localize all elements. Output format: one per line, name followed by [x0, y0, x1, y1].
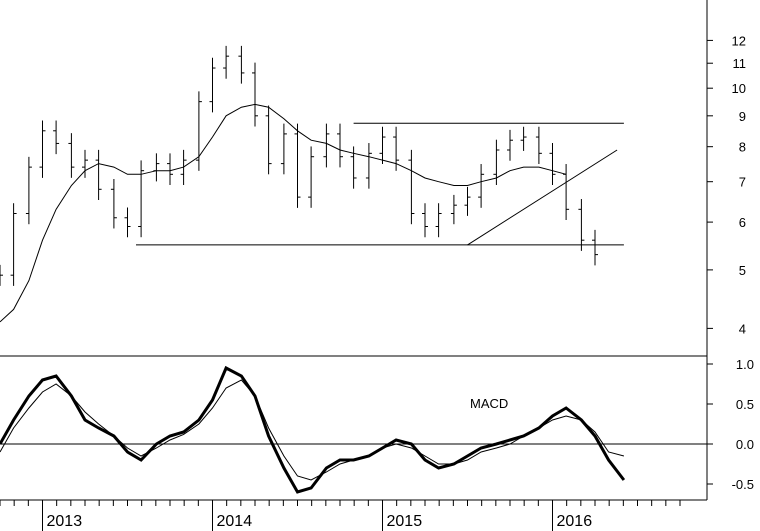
price-bar: [422, 203, 428, 238]
macd-y-tick-label: -0.5: [732, 477, 754, 492]
year-label: 2016: [557, 513, 593, 530]
price-bar: [95, 149, 102, 200]
macd-y-tick-label: 1.0: [736, 357, 754, 372]
price-y-tick-label: 9: [739, 109, 746, 124]
price-y-tick-label: 4: [739, 321, 746, 336]
macd-y-tick-label: 0.5: [736, 397, 754, 412]
price-y-tick-label: 5: [739, 263, 746, 278]
price-y-tick-label: 6: [739, 215, 746, 230]
price-bar: [167, 153, 173, 186]
price-bar: [520, 126, 527, 151]
price-bar: [337, 123, 343, 168]
price-y-tick-label: 7: [739, 175, 746, 190]
price-bar: [110, 179, 117, 229]
x-axis: 2013 2014 2015 2016: [0, 500, 681, 531]
price-bar: [294, 123, 301, 208]
price-bar: [478, 164, 485, 208]
price-bars: [0, 45, 598, 286]
macd-y-tick-label: 0.0: [736, 437, 754, 452]
price-bar: [535, 126, 542, 165]
price-bar: [379, 126, 386, 165]
price-moving-average-line: [0, 103, 567, 323]
price-bar: [464, 186, 471, 216]
macd-title: MACD: [470, 396, 508, 411]
price-bar: [578, 199, 585, 251]
year-label: 2015: [387, 513, 423, 530]
price-y-tick-label: 8: [739, 140, 746, 155]
macd-panel: -0.5 0.0 0.5 1.0 MACD: [0, 357, 754, 494]
price-bar: [124, 207, 131, 238]
price-y-axis: 4 5 6 7 8 9 10 11 12: [707, 33, 746, 336]
price-bar: [153, 153, 160, 182]
price-bar: [223, 45, 230, 79]
price-bar: [39, 120, 46, 178]
macd-y-axis: -0.5 0.0 0.5 1.0: [707, 357, 754, 492]
price-bar: [209, 57, 216, 113]
price-bar: [82, 149, 88, 178]
price-bar: [265, 105, 272, 175]
trendline-rising: [467, 149, 618, 246]
price-bar: [507, 129, 513, 161]
price-y-tick-label: 12: [732, 33, 746, 48]
year-label: 2014: [217, 513, 253, 530]
price-bar: [238, 45, 245, 84]
price-bar: [563, 164, 570, 221]
price-panel: 4 5 6 7 8 9 10 11 12: [0, 33, 746, 336]
macd-line: [0, 365, 626, 494]
price-bar: [25, 156, 32, 225]
price-y-tick-label: 10: [732, 81, 746, 96]
frame: [0, 0, 708, 501]
price-bar: [10, 203, 17, 286]
price-bar: [280, 123, 287, 175]
price-bar: [53, 120, 60, 155]
price-bar: [138, 160, 145, 238]
price-bar: [592, 229, 598, 266]
year-label: 2013: [47, 513, 83, 530]
trendlines: [136, 122, 624, 246]
price-bar: [365, 143, 372, 189]
price-bar: [323, 123, 330, 168]
price-bar: [195, 91, 202, 171]
price-bar: [0, 264, 3, 286]
price-y-tick-label: 11: [733, 56, 747, 71]
price-bar: [252, 62, 258, 127]
price-bar: [450, 194, 457, 225]
price-bar: [408, 149, 415, 225]
price-bar: [308, 146, 315, 208]
price-bar: [68, 133, 75, 178]
price-bar: [549, 143, 556, 186]
macd-signal-line: [0, 379, 625, 481]
price-bar: [435, 203, 442, 238]
